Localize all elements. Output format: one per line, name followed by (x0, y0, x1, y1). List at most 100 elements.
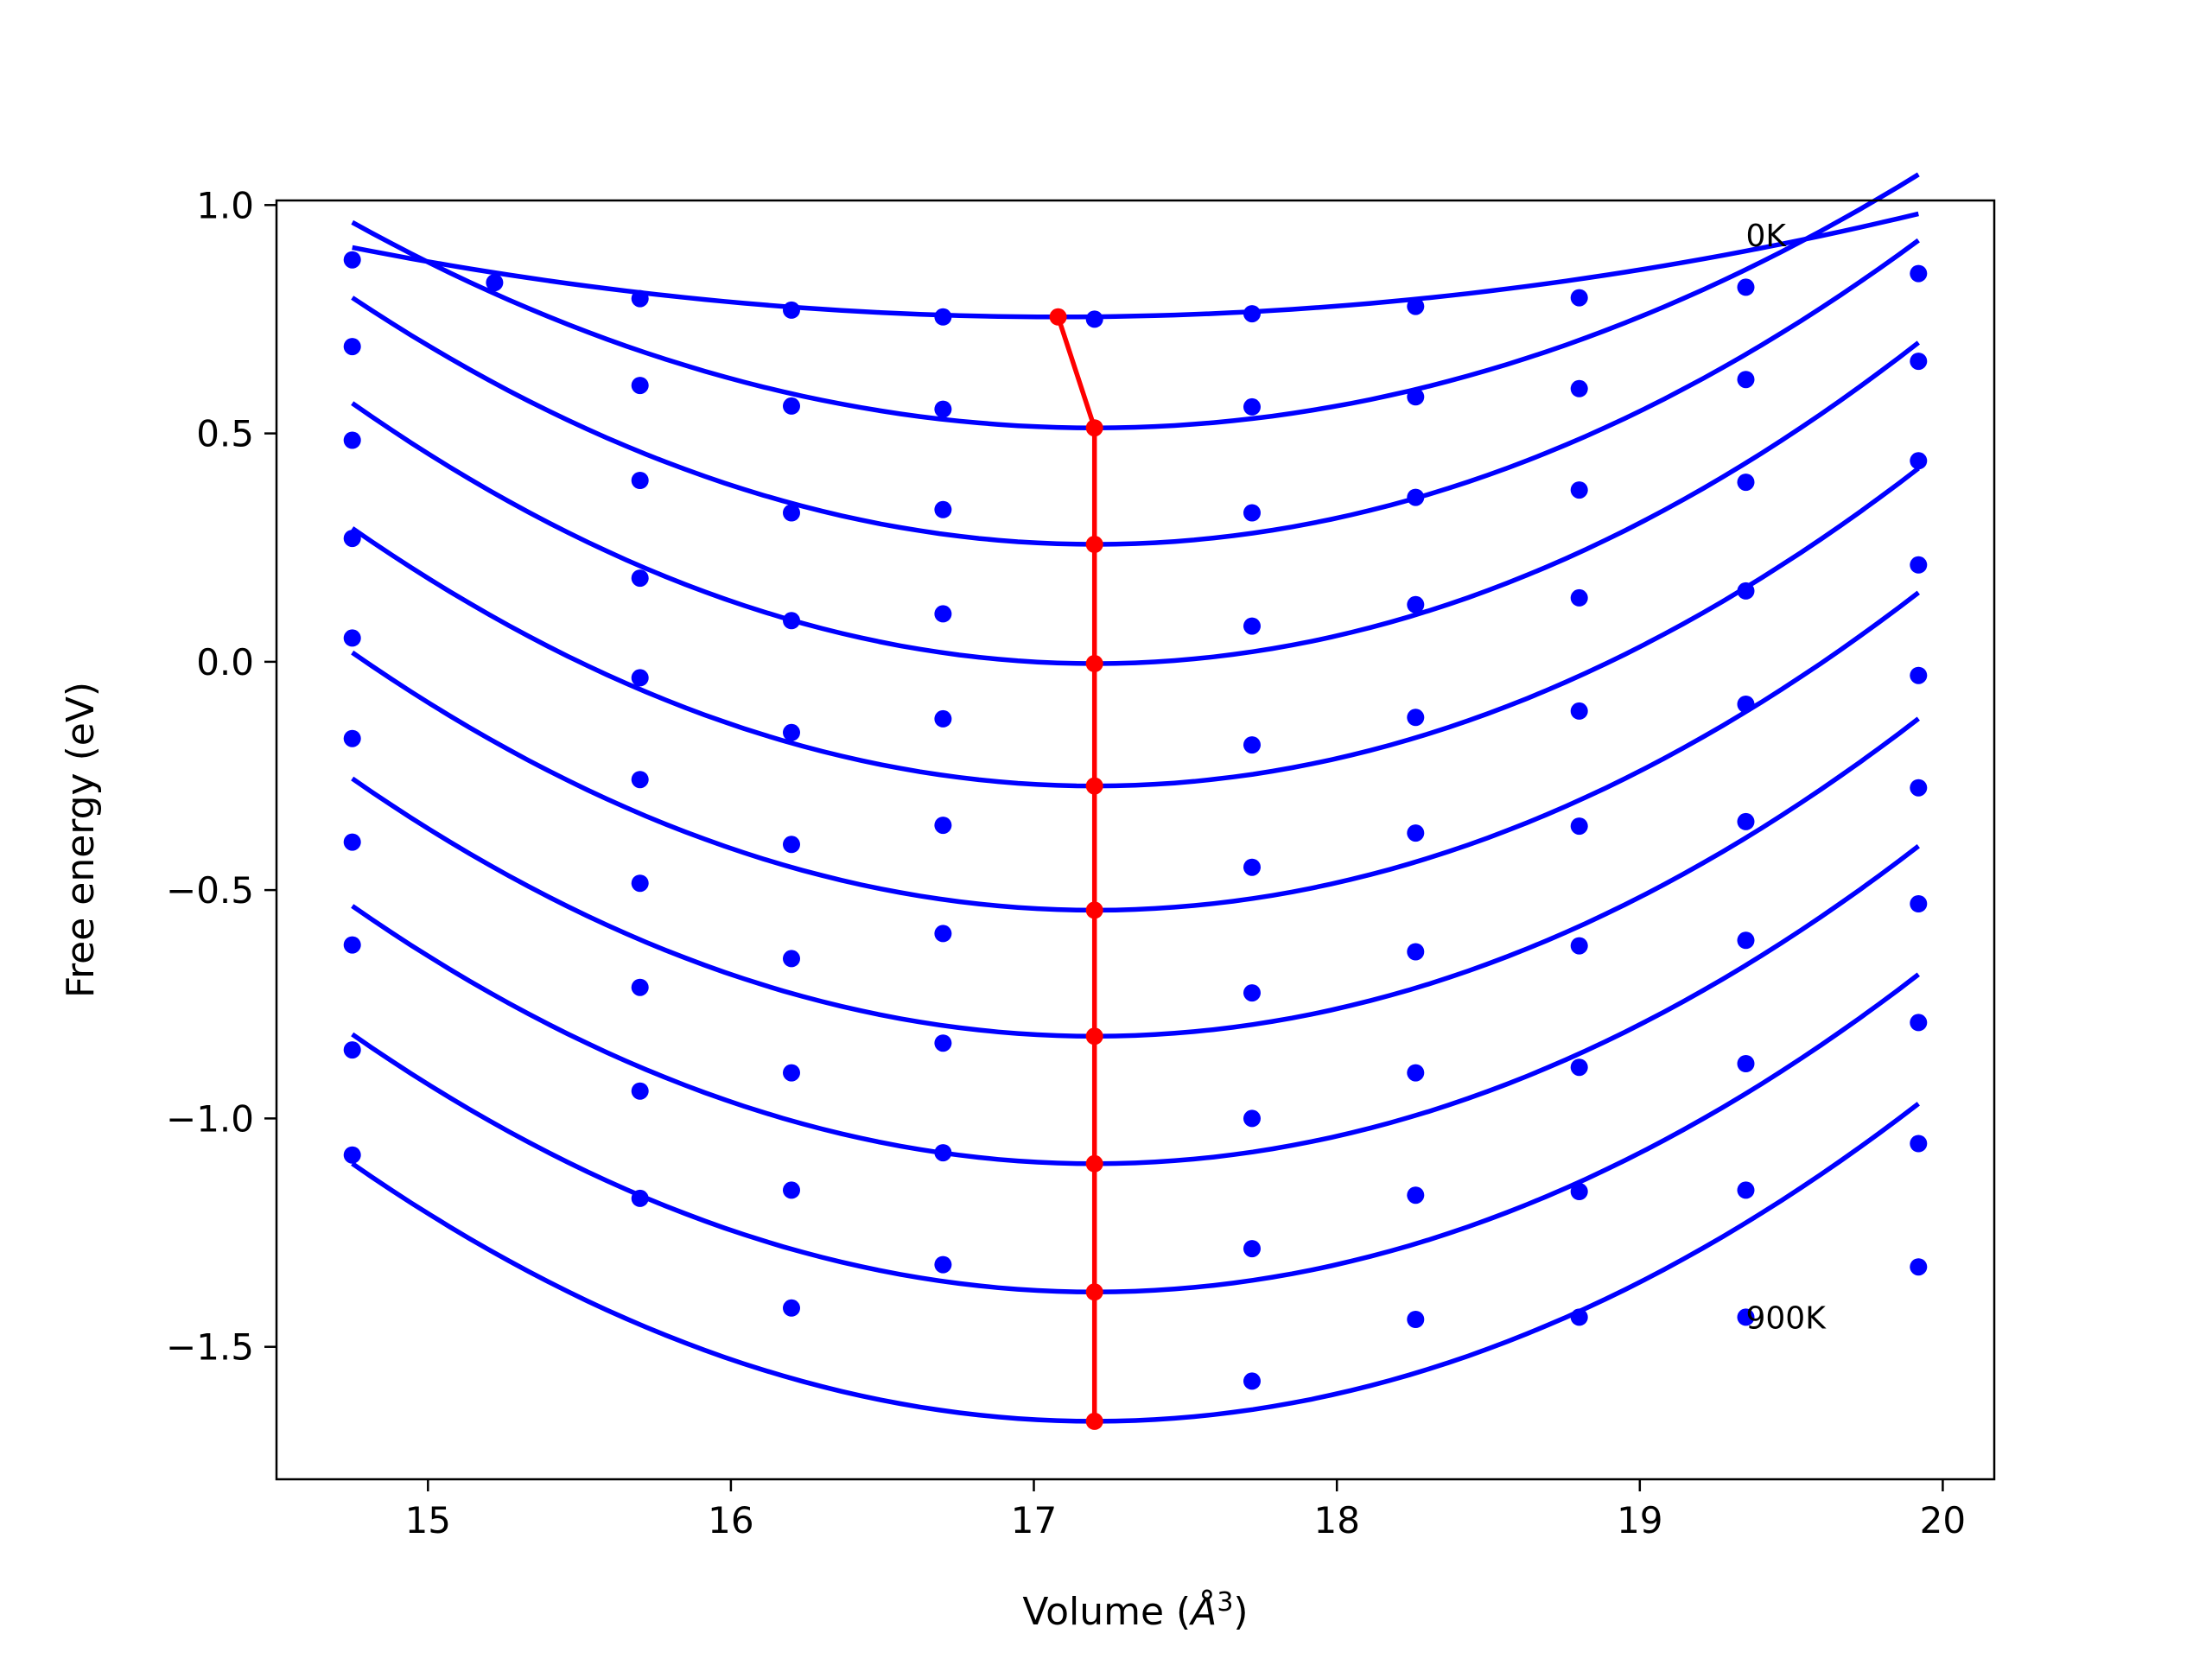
data-point (1910, 666, 1928, 684)
y-tick-label: 0.5 (196, 413, 254, 455)
data-point (1737, 696, 1755, 713)
fit-curve (351, 716, 1920, 1039)
data-point (1243, 504, 1261, 522)
plot-area (276, 200, 1994, 1479)
data-point (783, 950, 800, 968)
minimum-point (1049, 308, 1067, 326)
plot-frame (275, 199, 1996, 1481)
data-point (1910, 353, 1928, 371)
data-point (343, 936, 361, 954)
data-point (1570, 379, 1588, 397)
data-point (1407, 824, 1425, 842)
data-point (1243, 1372, 1261, 1390)
data-point (1910, 1014, 1928, 1032)
data-point (1570, 588, 1588, 607)
data-point (934, 1255, 952, 1274)
data-point (1243, 858, 1261, 876)
data-point (1407, 943, 1425, 961)
data-point (631, 1189, 649, 1207)
x-tick-label: 15 (405, 1499, 451, 1541)
data-point (783, 836, 800, 854)
y-tick-label: 1.0 (196, 184, 254, 226)
data-point (934, 925, 952, 943)
curve-annotation: 900K (1746, 1301, 1827, 1337)
data-point (343, 251, 361, 269)
data-point (1737, 1181, 1755, 1199)
data-point (783, 612, 800, 630)
data-point (783, 1181, 800, 1199)
x-tick-label: 20 (1920, 1499, 1966, 1541)
data-point (1737, 278, 1755, 296)
y-tick-label: 0.0 (196, 641, 254, 683)
data-point (1407, 297, 1425, 315)
data-point (1243, 984, 1261, 1002)
data-point (1570, 289, 1588, 307)
fit-curve (351, 466, 1920, 789)
minimum-point (1085, 536, 1103, 553)
data-point (1407, 388, 1425, 406)
minimum-point (1085, 655, 1103, 672)
fit-curve (351, 238, 1920, 547)
data-point (1407, 1311, 1425, 1328)
data-point (343, 530, 361, 548)
data-point (1737, 474, 1755, 492)
data-point (1407, 595, 1425, 613)
minimum-path-line (1055, 315, 1097, 1421)
data-point (1570, 1058, 1588, 1077)
data-point (1407, 1186, 1425, 1205)
minimum-point (1085, 901, 1103, 919)
x-tick-label: 19 (1617, 1499, 1662, 1541)
data-point (934, 1034, 952, 1052)
data-point (783, 1064, 800, 1082)
data-point (1910, 452, 1928, 470)
data-point (783, 723, 800, 741)
minimum-point (1085, 777, 1103, 795)
data-point (1910, 779, 1928, 797)
data-point (1570, 1308, 1588, 1326)
data-point (1243, 305, 1261, 323)
data-point (783, 1299, 800, 1317)
fit-curve (352, 211, 1919, 320)
x-axis-label: Volume (Å3) (1022, 1587, 1248, 1634)
data-point (1570, 702, 1588, 720)
minimum-point (1085, 419, 1103, 437)
data-point (1570, 1183, 1588, 1200)
data-point (1407, 1064, 1425, 1082)
data-point (343, 338, 361, 356)
data-points (343, 251, 1928, 1390)
data-point (783, 301, 800, 319)
data-point (343, 729, 361, 747)
data-point (1737, 1055, 1755, 1072)
fit-curve (351, 340, 1920, 666)
data-point (1737, 371, 1755, 389)
data-point (1407, 488, 1425, 506)
data-point (1243, 397, 1261, 416)
fit-curve (351, 844, 1920, 1166)
data-point (631, 669, 649, 687)
data-point (1570, 937, 1588, 955)
data-point (631, 289, 649, 308)
minimum-point (1085, 1027, 1103, 1046)
data-point (631, 472, 649, 489)
data-point (1737, 582, 1755, 600)
data-point (1910, 1258, 1928, 1276)
annotations: 0K 900K (1746, 219, 1827, 1337)
data-point (934, 709, 952, 728)
data-point (1910, 264, 1928, 283)
fit-curve (351, 1102, 1920, 1424)
y-tick-label: −0.5 (166, 869, 254, 912)
data-point (1737, 1308, 1755, 1326)
fit-curves (351, 172, 1920, 1424)
data-point (1243, 1109, 1261, 1128)
y-axis-label: Free energy (eV) (59, 682, 103, 998)
y-tick-label: −1.5 (166, 1326, 254, 1369)
data-point (343, 1146, 361, 1164)
fit-curve (351, 172, 1920, 430)
x-axis-unit: Å (1188, 1588, 1217, 1634)
x-tick-label: 18 (1313, 1499, 1359, 1541)
data-point (343, 629, 361, 647)
data-point (1910, 1135, 1928, 1153)
x-tick-label: 17 (1011, 1499, 1057, 1541)
data-point (1570, 481, 1588, 499)
